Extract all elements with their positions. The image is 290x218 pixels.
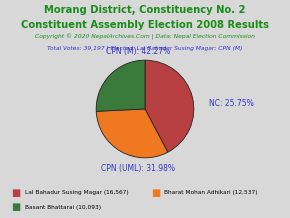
Text: Total Votes: 39,197 | Elected: Lal Bahadur Susing Magar; CPN (M): Total Votes: 39,197 | Elected: Lal Bahad… [47,46,243,51]
Text: Copyright © 2020 NepalArchives.Com | Data: Nepal Election Commission: Copyright © 2020 NepalArchives.Com | Dat… [35,34,255,40]
Text: Constituent Assembly Election 2008 Results: Constituent Assembly Election 2008 Resul… [21,20,269,30]
Text: Morang District, Constituency No. 2: Morang District, Constituency No. 2 [44,5,246,15]
Text: ■: ■ [12,188,21,198]
Text: Lal Bahadur Susing Magar (16,567): Lal Bahadur Susing Magar (16,567) [25,191,128,195]
Text: CPN (M): 42.27%: CPN (M): 42.27% [106,47,170,56]
Text: NC: 25.75%: NC: 25.75% [209,99,254,108]
Wedge shape [96,60,145,111]
Wedge shape [96,109,168,158]
Text: CPN (UML): 31.98%: CPN (UML): 31.98% [101,164,175,173]
Text: ■: ■ [12,202,21,212]
Text: Bharat Mohan Adhikari (12,537): Bharat Mohan Adhikari (12,537) [164,191,258,195]
Text: Basant Bhattarai (10,093): Basant Bhattarai (10,093) [25,205,101,209]
Text: ■: ■ [151,188,160,198]
Wedge shape [145,60,194,152]
